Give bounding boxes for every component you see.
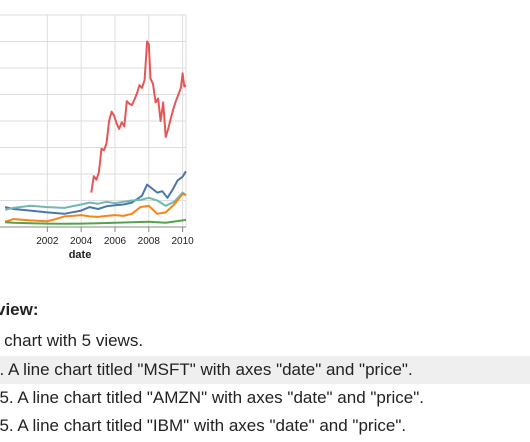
grid-layer: [0, 14, 187, 227]
axis-layer: 2002 2004 2006 2008 2010: [0, 226, 194, 247]
screen-reader-item-amzn[interactable]: f 5. A line chart titled "AMZN" with axe…: [0, 388, 425, 407]
series-line-2: [4, 191, 187, 211]
series-line-3: [4, 192, 187, 223]
series-layer: [4, 40, 187, 225]
screen-reader-item-msft[interactable]: 5. A line chart titled "MSFT" with axes …: [0, 360, 413, 379]
x-tick-label: 2002: [36, 236, 59, 247]
stock-line-chart: 2002 2004 2006 2008 2010 date: [0, 14, 194, 261]
series-line-0: [90, 40, 187, 193]
screen-reader-summary: d chart with 5 views.: [0, 331, 144, 350]
series-line-4: [5, 218, 187, 225]
x-tick-label: 2006: [104, 236, 127, 247]
x-tick-label: 2010: [171, 236, 194, 247]
screen-reader-item-ibm[interactable]: f 5. A line chart titled "IBM" with axes…: [0, 416, 407, 435]
x-axis-title: date: [69, 249, 92, 261]
x-tick-label: 2008: [138, 236, 161, 247]
screen-reader-heading: view:: [0, 300, 39, 319]
x-tick-label: 2004: [70, 236, 93, 247]
focused-item-highlight: [0, 356, 530, 384]
series-line-1: [4, 170, 187, 215]
